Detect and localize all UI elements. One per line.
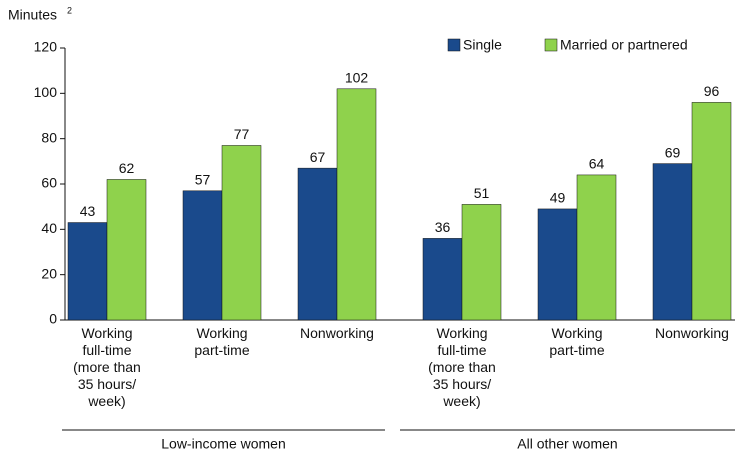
x-tick-label: Working part-time [549, 325, 604, 358]
legend-swatch [447, 38, 461, 52]
group-label: All other women [517, 436, 617, 452]
bar [336, 88, 377, 321]
y-tick-label: 40 [41, 220, 57, 236]
legend-label: Married or partnered [560, 37, 688, 53]
y-tick-label: 20 [41, 265, 57, 281]
bar [106, 179, 147, 321]
value-label: 43 [80, 203, 96, 219]
bar [422, 238, 463, 321]
y-tick-label: 60 [41, 175, 57, 191]
value-label: 62 [119, 160, 135, 176]
bar [182, 190, 223, 321]
bar [221, 145, 262, 321]
group-label: Low-income women [161, 436, 286, 452]
bar [576, 174, 617, 321]
bar [652, 163, 693, 321]
bar [537, 208, 578, 321]
value-label: 69 [665, 144, 681, 160]
y-axis-label-note: 2 [67, 5, 72, 15]
value-label: 64 [589, 156, 605, 172]
value-label: 57 [195, 172, 211, 188]
y-tick-label: 80 [41, 129, 57, 145]
x-tick-label: Working part-time [194, 325, 249, 358]
value-label: 67 [310, 149, 326, 165]
x-tick-label: Working full-time (more than 35 hours/week) [73, 325, 141, 409]
value-label: 49 [550, 190, 566, 206]
x-tick-label: Nonworking [655, 325, 729, 341]
value-label: 77 [234, 126, 250, 142]
value-label: 51 [474, 185, 490, 201]
bar [297, 167, 338, 321]
value-label: 96 [704, 83, 720, 99]
value-label: 102 [345, 70, 369, 86]
legend-label: Single [463, 37, 502, 53]
x-tick-label: Nonworking [300, 325, 374, 341]
value-label: 36 [435, 219, 451, 235]
y-tick-label: 120 [34, 39, 58, 55]
bar [461, 204, 502, 321]
x-tick-label: Working full-time (more than 35 hours/week) [428, 325, 496, 409]
legend-swatch [544, 38, 558, 52]
y-tick-label: 100 [34, 84, 58, 100]
y-axis-label: Minutes [8, 7, 57, 23]
y-tick-label: 0 [49, 311, 57, 327]
bar [67, 222, 108, 321]
bar [691, 102, 732, 321]
